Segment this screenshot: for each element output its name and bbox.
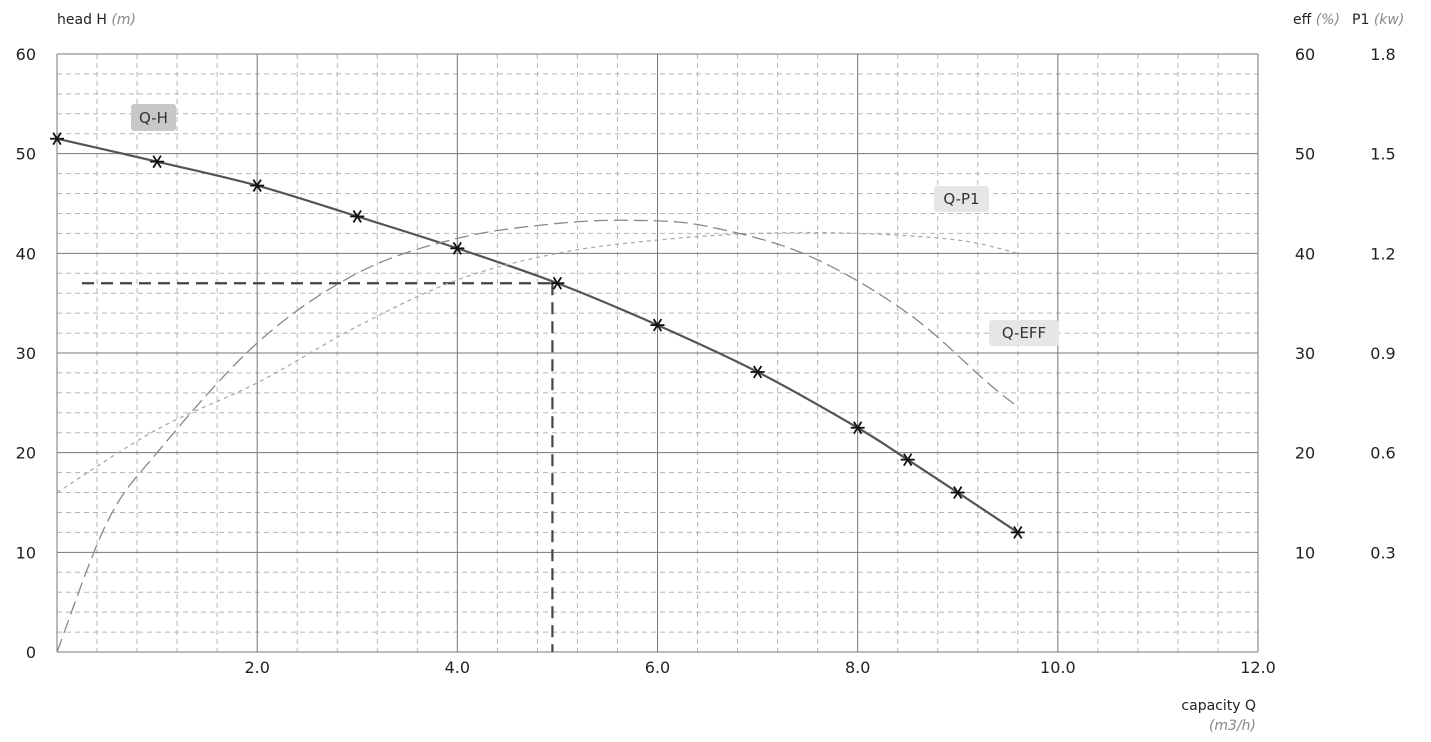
eff-tick-label: 10 (1295, 543, 1315, 562)
eff-tick-label: 60 (1295, 45, 1315, 64)
qh-point-marker-stroke (1013, 525, 1023, 539)
left-tick-label: 50 (16, 145, 36, 164)
bottom-tick-label: 8.0 (845, 658, 870, 677)
left-tick-label: 60 (16, 45, 36, 64)
bottom-tick-label: 4.0 (445, 658, 470, 677)
qh-point-marker (250, 179, 265, 192)
qeff-label-bg (989, 320, 1059, 346)
qh-point-marker-stroke (252, 179, 262, 192)
eff-tick-label: 50 (1295, 145, 1315, 164)
left-tick-label: 10 (16, 543, 36, 562)
p1-tick-label: 1.5 (1370, 145, 1395, 164)
eff-axis-title: eff (%) (1293, 12, 1340, 28)
qh-point-marker (150, 155, 165, 169)
bottom-axis-unit: (m3/h) (1209, 718, 1256, 734)
bottom-tick-label: 10.0 (1040, 658, 1076, 677)
duty-point-guides (82, 282, 554, 652)
eff-tick-label: 40 (1295, 244, 1315, 263)
qh-point-marker (750, 365, 765, 379)
eff-tick-label: 30 (1295, 344, 1315, 363)
qh-point-marker (900, 453, 915, 467)
qh-point-marker (550, 276, 565, 290)
qh-point-marker-stroke (352, 210, 362, 223)
qh-point-marker (850, 421, 865, 435)
qh-point-marker-stroke (853, 421, 863, 435)
left-tick-label: 40 (16, 244, 36, 263)
bottom-tick-label: 2.0 (244, 658, 269, 677)
qh-point-marker-stroke (903, 453, 913, 467)
p1-tick-label: 1.8 (1370, 45, 1395, 64)
left-tick-label: 20 (16, 444, 36, 463)
qeff-label: Q-EFF (989, 320, 1059, 346)
qh-point-marker (650, 318, 665, 332)
major-grid (56, 53, 1259, 653)
curves (56, 137, 1019, 653)
left-tick-label: 30 (16, 344, 36, 363)
qh-point-marker (350, 210, 365, 223)
qh-point-marker (50, 132, 64, 146)
qp1-label-bg (934, 186, 989, 212)
bottom-tick-label: 12.0 (1240, 658, 1276, 677)
bottom-tick-label: 6.0 (645, 658, 670, 677)
qh-point-marker-stroke (652, 318, 663, 332)
eff-tick-label: 20 (1295, 444, 1315, 463)
tick-labels: 0 10 20 30 40 50 60 2.0 4.0 6.0 8.0 10.0 12.0 10 20 30 4… (16, 45, 1396, 677)
q-p1-curve (56, 231, 1018, 494)
p1-tick-label: 0.9 (1370, 344, 1395, 363)
qh-label-text: Q-H (139, 109, 168, 127)
qh-label-bg (131, 104, 176, 131)
bottom-axis-title: capacity Q (1181, 698, 1256, 714)
qh-label: Q-H (131, 104, 176, 131)
p1-axis-title: P1 (kw) (1352, 12, 1404, 28)
qh-point-marker-stroke (552, 276, 563, 290)
p1-tick-label: 1.2 (1370, 244, 1395, 263)
left-axis-title: head H (m) (57, 12, 136, 28)
qh-point-marker (1010, 525, 1025, 539)
q-h-curve (56, 137, 1019, 534)
qh-point-marker (450, 241, 465, 255)
qeff-label-text: Q-EFF (1002, 324, 1046, 342)
qh-markers (50, 132, 1025, 539)
qp1-label-text: Q-P1 (943, 190, 979, 208)
qh-point-marker-stroke (953, 486, 963, 499)
qp1-label: Q-P1 (934, 186, 989, 212)
qh-point-marker-stroke (52, 132, 62, 146)
qh-point-marker-stroke (452, 241, 462, 255)
qh-point-marker-stroke (152, 155, 162, 169)
qh-point-marker (950, 486, 965, 499)
qh-point-marker-stroke (752, 365, 763, 379)
p1-tick-label: 0.3 (1370, 543, 1395, 562)
q-eff-curve (56, 219, 1019, 653)
p1-tick-label: 0.6 (1370, 444, 1395, 463)
left-tick-label: 0 (26, 643, 36, 662)
